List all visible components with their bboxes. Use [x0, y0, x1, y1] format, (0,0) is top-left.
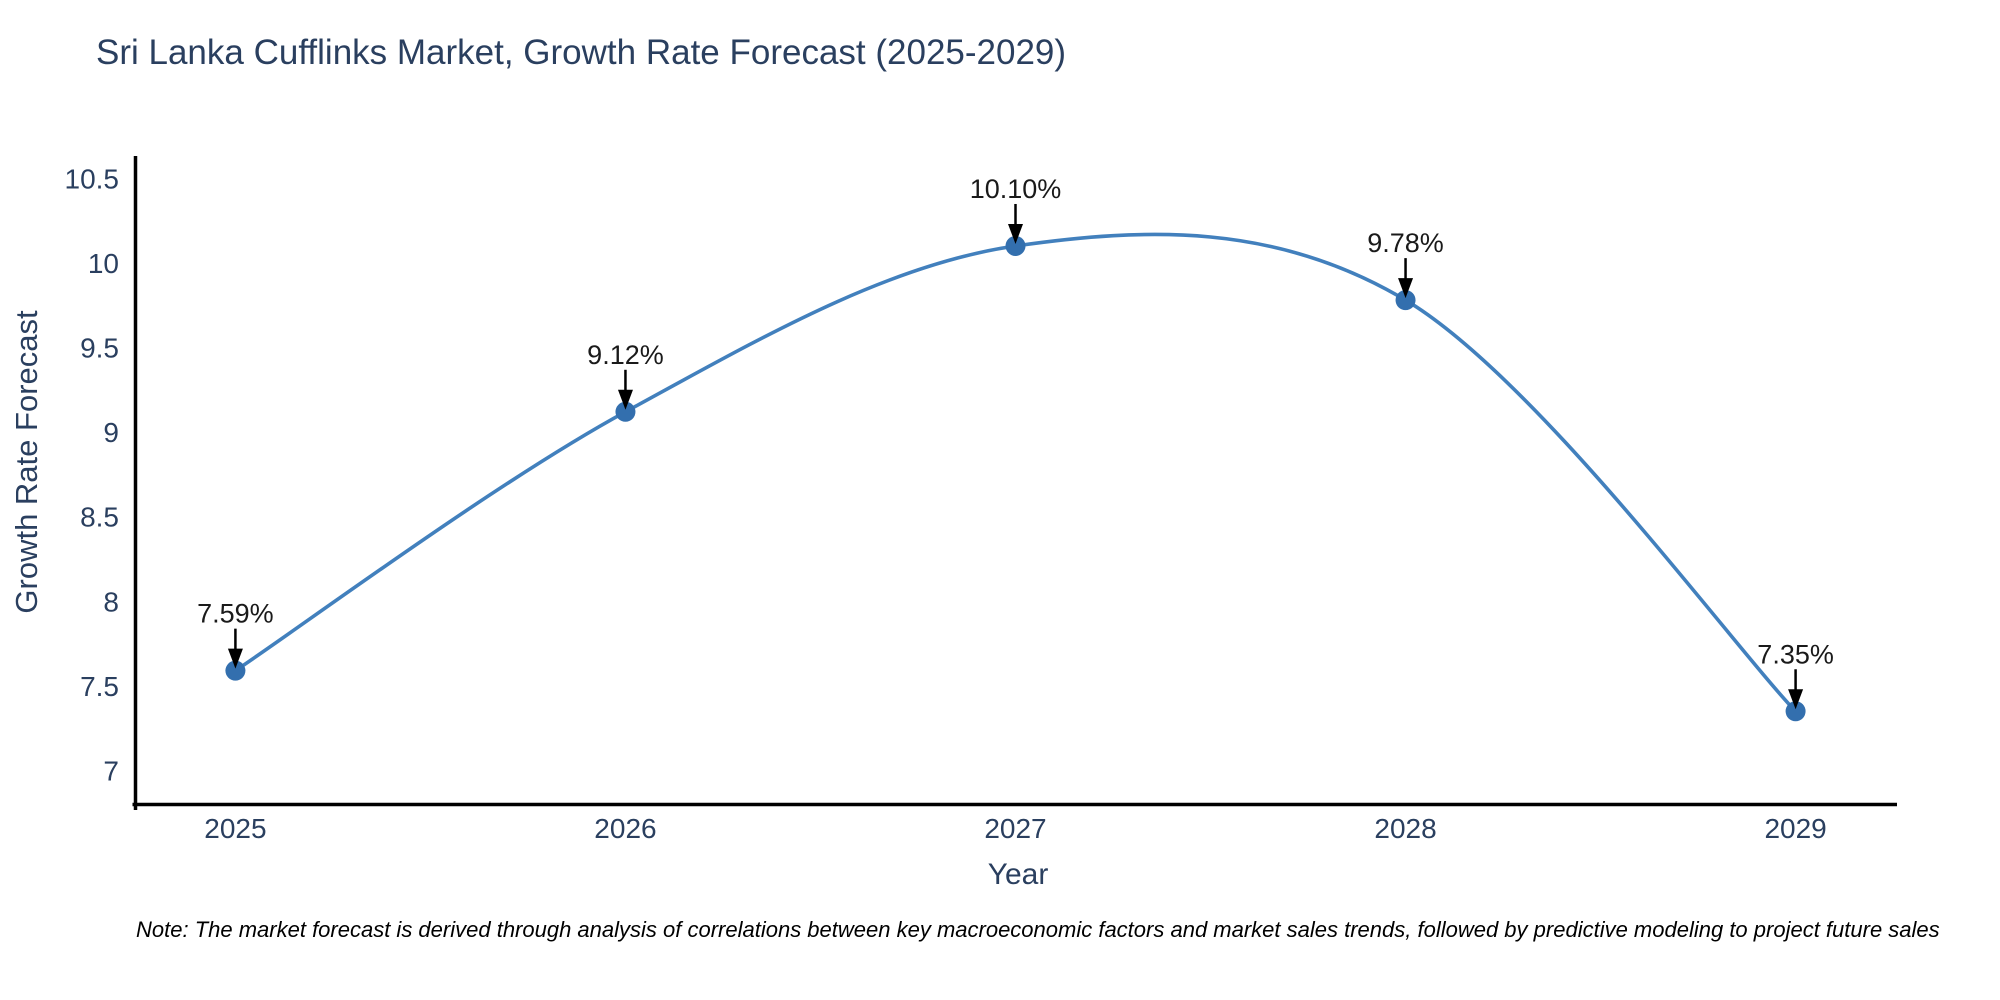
- annotation-arrow-head: [1008, 223, 1023, 244]
- footnote: Note: The market forecast is derived thr…: [136, 917, 1940, 942]
- y-tick-label: 9.5: [80, 332, 119, 363]
- point-annotation: 9.12%: [587, 340, 664, 370]
- point-annotation: 9.78%: [1367, 228, 1444, 258]
- y-tick-label: 9: [103, 417, 119, 448]
- data-point: [225, 660, 246, 681]
- point-annotation: 7.35%: [1757, 639, 1834, 669]
- data-point: [615, 401, 636, 422]
- y-tick-label: 10: [88, 248, 119, 279]
- forecast-line: [233, 232, 1798, 714]
- chart-title: Sri Lanka Cufflinks Market, Growth Rate …: [96, 33, 1067, 72]
- x-tick-label: 2028: [1374, 813, 1436, 844]
- point-annotation: 7.59%: [197, 599, 274, 629]
- x-axis-title: Year: [987, 858, 1049, 891]
- y-tick-label: 8.5: [80, 502, 119, 533]
- data-point: [1005, 235, 1026, 256]
- y-tick-label: 10.5: [65, 163, 120, 194]
- point-annotation: 10.10%: [970, 174, 1062, 204]
- y-tick-label: 7.5: [80, 671, 119, 702]
- data-point: [1785, 701, 1806, 722]
- y-tick-label: 8: [103, 586, 119, 617]
- annotation-arrow-head: [1788, 689, 1804, 710]
- annotation-arrow-head: [227, 648, 243, 669]
- data-point: [1395, 290, 1416, 311]
- x-tick-label: 2029: [1764, 813, 1826, 844]
- x-tick-label: 2027: [984, 813, 1046, 844]
- y-tick-label: 7: [103, 755, 119, 786]
- annotation-arrow-head: [617, 389, 633, 410]
- x-tick-label: 2026: [594, 813, 656, 844]
- annotation-arrow-head: [1398, 278, 1414, 299]
- x-tick-label: 2025: [204, 813, 266, 844]
